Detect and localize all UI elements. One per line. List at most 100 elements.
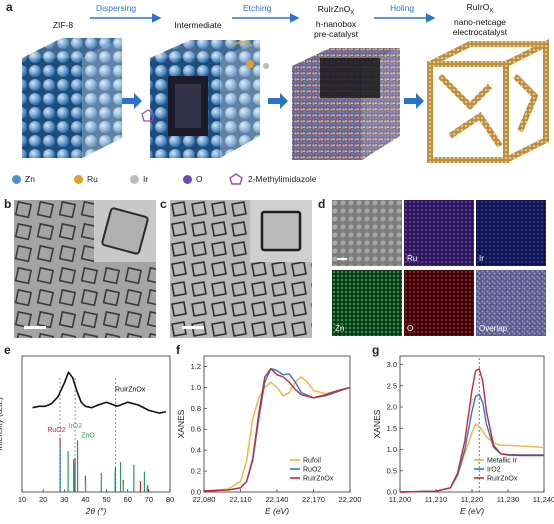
annotation-ruirznox: RuIrZnOx bbox=[115, 386, 146, 393]
y-tick-label: 0.5 bbox=[387, 466, 397, 475]
legend-label: RuIrZnOx bbox=[303, 476, 334, 483]
netcage-cube bbox=[427, 39, 549, 163]
map-ru: Ru bbox=[404, 200, 474, 266]
step-nanobox-title: RuIrZnOX h-nanobox pre-catalyst bbox=[314, 4, 358, 39]
cube-illustrations bbox=[22, 38, 549, 163]
chart-g-ir-xanes: 11,200 11,210 11,220 11,230 11,240 0.0 0.5 1.0 1… bbox=[372, 355, 554, 516]
methylimidazole-icon bbox=[229, 173, 243, 185]
legend-ir: Ir bbox=[143, 174, 149, 184]
process-arrows bbox=[90, 13, 436, 23]
step-netcage-title: RuIrOX nano-netcage electrocatalyst bbox=[452, 2, 508, 37]
x-tick-label: 22,110 bbox=[229, 495, 251, 504]
y-tick-label: 2.0 bbox=[387, 403, 397, 412]
y-tick-label: 3.0 bbox=[387, 360, 397, 369]
annotation-ruo2: RuO2 bbox=[47, 427, 65, 434]
legend-methylimidazole: 2-Methylimidazole bbox=[248, 174, 317, 184]
x-tick-label: 22,140 bbox=[266, 495, 289, 504]
series-line-ruirznox bbox=[399, 368, 544, 493]
x-axis-label: 2θ (°) bbox=[85, 506, 107, 516]
panel-label-g: g bbox=[372, 343, 380, 357]
x-axis-label: E (eV) bbox=[265, 506, 289, 516]
y-tick-label: 1.2 bbox=[191, 362, 201, 371]
y-tick-label: 0.4 bbox=[191, 446, 201, 455]
zn-legend-icon bbox=[12, 175, 21, 184]
panel-label-c: c bbox=[160, 197, 167, 211]
panel-label-b: b bbox=[4, 197, 12, 211]
map-label-zn: Zn bbox=[335, 324, 345, 333]
x-tick-label: 20 bbox=[39, 495, 47, 504]
panel-label-e: e bbox=[4, 343, 11, 357]
y-axis-label: Intensity (a.u.) bbox=[0, 397, 4, 451]
panel-label-f: f bbox=[176, 343, 180, 357]
x-tick-label: 11,240 bbox=[533, 495, 554, 504]
series-line-metallic-ir bbox=[399, 423, 545, 493]
plot-frame bbox=[203, 355, 351, 493]
tem-image-b bbox=[14, 200, 156, 338]
x-tick-label: 40 bbox=[81, 495, 89, 504]
y-tick-label: 1.0 bbox=[387, 445, 397, 454]
x-axis-label: E (eV) bbox=[460, 506, 484, 516]
y-tick-label: 0.2 bbox=[191, 467, 201, 476]
series-line-ruirznox bbox=[203, 367, 351, 492]
x-tick-label: 60 bbox=[124, 495, 132, 504]
y-tick-label: 2.5 bbox=[387, 381, 397, 390]
x-tick-label: 22,080 bbox=[193, 495, 216, 504]
legend-label: RuIrZnOx bbox=[487, 476, 518, 483]
x-tick-label: 10 bbox=[18, 495, 26, 504]
x-tick-label: 22,170 bbox=[302, 495, 325, 504]
y-axis-label: XANES bbox=[372, 409, 382, 438]
x-tick-label: 70 bbox=[145, 495, 153, 504]
panel-label-a: a bbox=[6, 0, 13, 14]
map-label-o: O bbox=[407, 324, 414, 333]
chart-f-ru-xanes: 22,080 22,110 22,140 22,170 22,200 0.0 0.2 0.4 0… bbox=[176, 355, 362, 516]
tem-image-c bbox=[170, 200, 312, 338]
y-axis-label: XANES bbox=[176, 409, 186, 438]
series-line-ruirznox bbox=[32, 371, 166, 414]
plot-frame bbox=[399, 355, 545, 493]
map-label-ru: Ru bbox=[407, 254, 418, 263]
x-tick-label: 11,220 bbox=[461, 495, 483, 504]
map-o: O bbox=[404, 270, 474, 336]
x-tick-label: 22,200 bbox=[339, 495, 362, 504]
series-line-iro2 bbox=[399, 393, 544, 493]
legend-o: O bbox=[196, 174, 203, 184]
y-tick-label: 0.6 bbox=[191, 425, 201, 434]
map-zn: Zn bbox=[332, 270, 402, 336]
arrow-label-holing: Holing bbox=[390, 3, 415, 13]
y-tick-label: 0.0 bbox=[191, 488, 201, 497]
map-ir: Ir bbox=[476, 200, 546, 266]
chart-e-xrd: 10 20 30 40 50 60 70 80 2θ (°) Intensity (a.u.) Ru… bbox=[0, 355, 174, 516]
arrow-label-etching: Etching bbox=[243, 3, 272, 13]
step-intermediate-title: Intermediate bbox=[174, 20, 222, 30]
legend-zn: Zn bbox=[25, 174, 35, 184]
x-tick-label: 11,230 bbox=[497, 495, 519, 504]
legend-ru: Ru bbox=[87, 174, 98, 184]
legend-label: IrO2 bbox=[487, 467, 501, 474]
y-tick-label: 1.5 bbox=[387, 424, 397, 433]
intermediate-cube bbox=[141, 40, 269, 158]
x-tick-label: 11,210 bbox=[425, 495, 447, 504]
legend-label: Metallic Ir bbox=[487, 458, 518, 465]
annotation-zno: ZnO bbox=[81, 433, 95, 440]
legend-label: Rufoil bbox=[303, 458, 321, 465]
plot-frame bbox=[21, 355, 171, 493]
annotation-iro2: IrO2 bbox=[69, 423, 83, 430]
x-tick-label: 50 bbox=[102, 495, 110, 504]
nanobox-cube bbox=[292, 48, 400, 160]
ir-legend-icon bbox=[130, 175, 139, 184]
legend-label: RuO2 bbox=[303, 467, 321, 474]
series-line-rufoil bbox=[203, 376, 351, 492]
y-tick-label: 0.0 bbox=[387, 488, 397, 497]
y-tick-label: 0.8 bbox=[191, 404, 201, 413]
x-tick-label: 80 bbox=[166, 495, 174, 504]
map-overlap: Overlap bbox=[476, 270, 546, 336]
map-label-overlap: Overlap bbox=[479, 324, 508, 333]
step-zif8-title: ZIF-8 bbox=[52, 20, 74, 30]
map-label-ir: Ir bbox=[479, 254, 484, 263]
x-tick-label: 30 bbox=[60, 495, 68, 504]
o-legend-icon bbox=[183, 175, 192, 184]
map-haadf bbox=[332, 200, 402, 266]
zif8-cube bbox=[22, 38, 122, 158]
arrow-label-dispersing: Dispersing bbox=[96, 3, 137, 13]
y-tick-label: 1.0 bbox=[191, 383, 201, 392]
